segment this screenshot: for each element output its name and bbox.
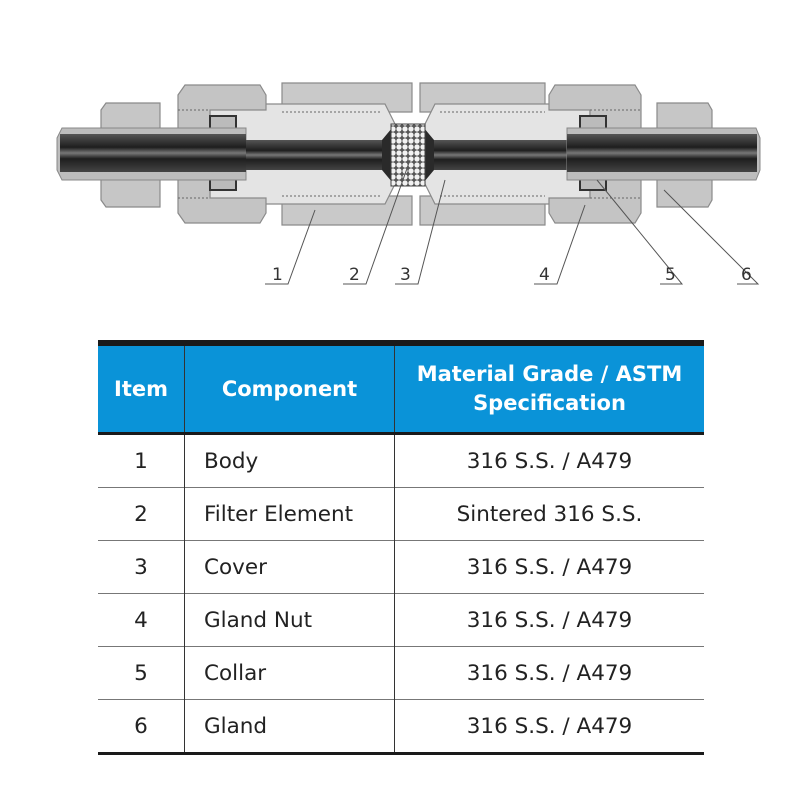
table-row: 1 Body 316 S.S. / A479 <box>98 433 704 488</box>
callout-2: 2 <box>349 265 360 285</box>
table-row: 4 Gland Nut 316 S.S. / A479 <box>98 593 704 647</box>
material-cell: 316 S.S. / A479 <box>394 540 704 594</box>
material-cell: Sintered 316 S.S. <box>394 487 704 541</box>
header-item: Item <box>98 343 185 435</box>
table-row: 2 Filter Element Sintered 316 S.S. <box>98 487 704 541</box>
component-cell: Collar <box>184 646 395 700</box>
callout-4: 4 <box>539 265 550 285</box>
filter-element <box>390 123 426 187</box>
table-header-row: Item Component Material Grade / ASTM Spe… <box>98 343 704 435</box>
callout-5: 5 <box>665 265 676 285</box>
table-row: 3 Cover 316 S.S. / A479 <box>98 540 704 594</box>
component-cell: Gland Nut <box>184 593 395 647</box>
component-cell: Cover <box>184 540 395 594</box>
leader-1 <box>265 209 316 285</box>
item-cell: 4 <box>98 593 185 647</box>
component-cell: Gland <box>184 699 395 754</box>
component-cell: Filter Element <box>184 487 395 541</box>
material-cell: 316 S.S. / A479 <box>394 699 704 754</box>
callout-1: 1 <box>272 265 283 285</box>
header-material: Material Grade / ASTM Specification <box>394 343 704 435</box>
table-row: 6 Gland 316 S.S. / A479 <box>98 699 704 754</box>
materials-table: Item Component Material Grade / ASTM Spe… <box>98 340 704 755</box>
filter-fitting-cross-section: 1 2 3 4 5 6 <box>56 82 761 285</box>
callout-6: 6 <box>741 265 752 285</box>
component-cell: Body <box>184 433 395 488</box>
table-row: 5 Collar 316 S.S. / A479 <box>98 646 704 700</box>
item-cell: 2 <box>98 487 185 541</box>
leader-6 <box>663 189 760 285</box>
material-cell: 316 S.S. / A479 <box>394 593 704 647</box>
leader-2 <box>343 159 411 285</box>
item-cell: 6 <box>98 699 185 754</box>
item-cell: 5 <box>98 646 185 700</box>
item-cell: 1 <box>134 448 148 474</box>
leader-4 <box>534 204 586 285</box>
header-component: Component <box>184 343 395 435</box>
material-cell: 316 S.S. / A479 <box>394 646 704 700</box>
item-cell: 3 <box>98 540 185 594</box>
material-cell: 316 S.S. / A479 <box>394 433 704 488</box>
gland-nut-left <box>177 84 267 224</box>
leader-5 <box>596 179 684 285</box>
leader-3 <box>395 179 446 285</box>
callout-3: 3 <box>400 265 411 285</box>
